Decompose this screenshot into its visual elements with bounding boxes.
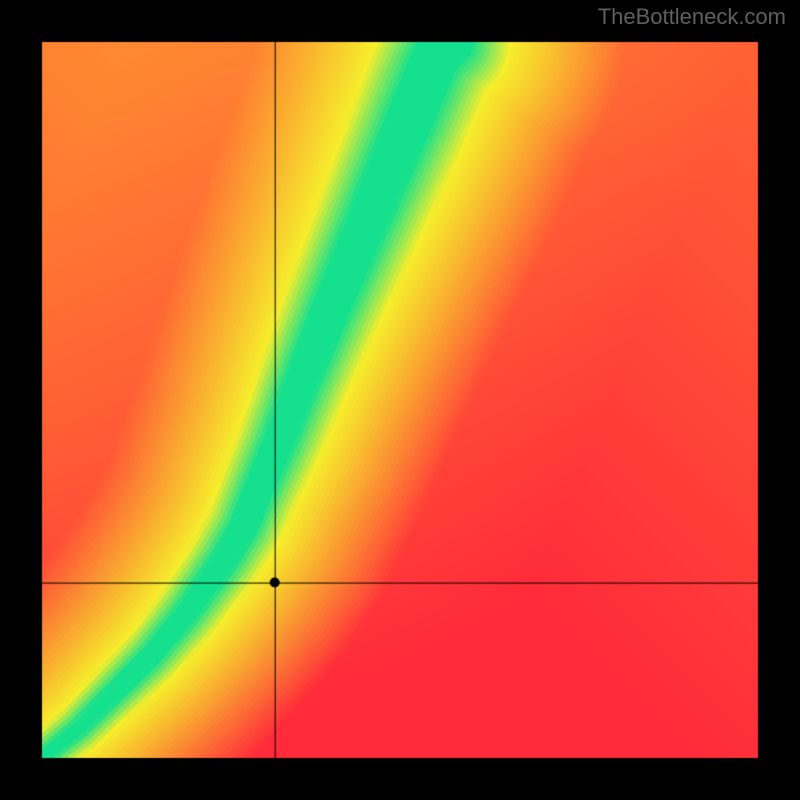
bottleneck-heatmap	[0, 0, 800, 800]
chart-container: TheBottleneck.com	[0, 0, 800, 800]
attribution-label: TheBottleneck.com	[598, 4, 786, 30]
